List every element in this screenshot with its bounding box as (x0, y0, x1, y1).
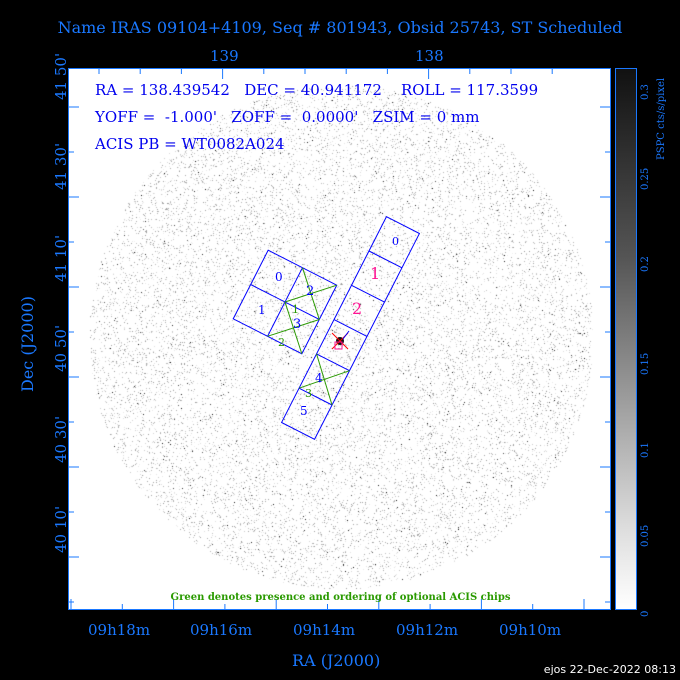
target-marker (331, 330, 350, 350)
colorbar-tick-label: 0.1 (640, 442, 651, 458)
colorbar (615, 68, 637, 610)
plot-area: 0 1 2 4 3 5 0 1 2 1 3 2 (68, 68, 611, 610)
x-axis-label: RA (J2000) (292, 651, 381, 670)
chip-label-s1: 1 (370, 264, 380, 283)
left-tick-label: 40 50' (52, 324, 70, 372)
chip-label-s4: 4 (315, 371, 323, 385)
colorbar-tick-label: 0.3 (640, 84, 651, 100)
colorbar-tick-label: 0.05 (640, 524, 651, 547)
plot-title: Name IRAS 09104+4109, Seq # 801943, Obsi… (57, 18, 623, 37)
bottom-tick-label: 09h12m (396, 621, 459, 639)
chip-label-i2: 2 (306, 284, 314, 299)
optional-order-i3: 2 (278, 336, 285, 349)
acis-i-array (232, 249, 338, 355)
top-tick-label: 139 (210, 47, 239, 65)
bottom-tick-label: 09h16m (190, 621, 253, 639)
colorbar-tick-label: 0.2 (640, 256, 651, 272)
chip-label-i1: 1 (258, 303, 266, 317)
chip-label-i0: 0 (275, 270, 283, 284)
pointing-info-line3: ACIS PB = WT0082A024 (95, 135, 285, 153)
colorbar-label: PSPC cts/s/pixel (656, 77, 667, 160)
optional-order-s3: 3 (305, 387, 312, 400)
chip-label-s0: 0 (392, 235, 399, 248)
colorbar-tick-label: 0.15 (640, 352, 651, 375)
left-tick-label: 41 10' (52, 234, 70, 282)
chip-label-s2: 2 (352, 299, 362, 318)
bottom-tick-label: 09h10m (499, 621, 562, 639)
pointing-info-line2: YOFF = -1.000' ZOFF = 0.0000' ZSIM = 0 m… (95, 108, 480, 126)
top-tick-label: 138 (415, 47, 444, 65)
acis-s-array (280, 216, 421, 440)
bottom-tick-label: 09h18m (88, 621, 151, 639)
bottom-tick-label: 09h14m (293, 621, 356, 639)
chip-label-s5: 5 (300, 404, 308, 418)
left-tick-label: 40 10' (52, 505, 70, 553)
chip-label-i3: 3 (293, 317, 301, 332)
optional-order-i2: 1 (292, 303, 299, 316)
left-tick-label: 41 50' (52, 52, 70, 100)
left-tick-label: 40 30' (52, 415, 70, 463)
y-axis-label: Dec (J2000) (18, 296, 37, 392)
footer-timestamp: ejos 22-Dec-2022 08:13 (543, 663, 676, 676)
colorbar-tick-label: 0 (640, 610, 651, 617)
axis-ticks (69, 69, 610, 609)
colorbar-tick-label: 0.25 (640, 167, 651, 190)
pointing-info-line1: RA = 138.439542 DEC = 40.941172 ROLL = 1… (95, 81, 539, 99)
left-tick-label: 41 30' (52, 142, 70, 190)
optional-chips-note: Green denotes presence and ordering of o… (170, 592, 511, 603)
overlay: 0 1 2 4 3 5 0 1 2 1 3 2 (69, 69, 610, 609)
